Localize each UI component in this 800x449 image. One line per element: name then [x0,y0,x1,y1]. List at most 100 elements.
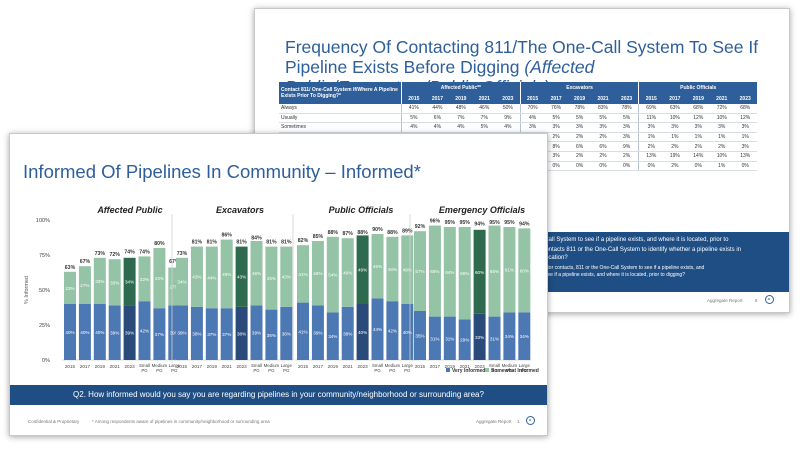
table-year-header: 2021 [710,93,734,104]
table-cell: 4% [425,122,450,133]
table-cell: 78% [614,104,639,114]
table-cell: 10% [663,113,687,124]
y-tick-label: 0% [42,358,50,364]
page-number: 1 [517,419,520,424]
bar-very-informed [176,305,188,360]
x-tick-label-2: PG [374,368,381,373]
x-tick-label-2: PG [156,368,163,373]
x-tick-label: Small [489,363,500,368]
bar-very-informed [311,305,324,360]
data-label-total: 85% [313,234,324,240]
table-row: Usually 5% 6% 7% 7% 9% 4% 5% 5% 5% 5% 11% 10% 12% 10% 1… [279,113,757,124]
table-row-label: Always [279,104,402,114]
data-label-very: 38% [192,331,201,336]
data-label-total: 94% [519,221,530,227]
company-logo-icon [765,295,774,304]
table-group-header: Excavators [519,82,639,93]
table-cell: 12% [733,113,757,124]
x-tick-label: 2019 [95,364,106,369]
table-cell: 2% [638,141,664,152]
x-tick-label: 2023 [474,364,485,369]
table-year-header: 2021 [591,93,615,104]
table-cell: 44% [425,104,450,114]
x-tick-label: Large [169,363,181,368]
table-cell: 4% [519,113,545,124]
table-cell: 7% [449,113,473,124]
bar-very-informed [235,306,248,360]
front-slide: Informed Of Pipelines In Community – Inf… [9,133,548,436]
back-page-number: 8 [755,298,758,303]
table-cell: 0% [686,161,711,172]
table-cell: 9% [614,141,639,152]
table-cell: 3% [544,122,568,133]
data-label-total: 88% [328,230,339,236]
data-label-very: 39% [177,331,186,336]
bar-very-informed [488,316,501,360]
data-label-total: 87% [343,231,354,237]
x-tick-label: 2015 [298,364,309,369]
data-label-somewhat: 43% [237,275,246,280]
bar-very-informed [78,304,91,360]
bar-somewhat-informed [138,256,151,302]
x-tick-label: Medium [502,363,518,368]
data-label-very: 37% [155,332,164,337]
y-tick-label: 25% [39,323,50,329]
table-cell: 69% [638,104,664,114]
table-cell: 3% [591,122,615,133]
data-label-very: 37% [222,332,231,337]
data-label-very: 34% [328,334,337,339]
bar-somewhat-informed [176,257,188,306]
x-tick-label-2: PG [404,368,411,373]
table-year-header: 2019 [686,93,711,104]
data-label-very: 31% [490,336,499,341]
bar-very-informed [153,308,166,360]
table-year-header: 2019 [449,93,473,104]
table-cell: 3% [686,122,711,133]
data-label-total: 73% [177,251,188,257]
bar-very-informed [250,305,263,360]
table-cell: 68% [686,104,711,114]
data-label-total: 82% [298,238,309,244]
data-label-total: 95% [445,220,456,226]
back-slide: Frequency Of Contacting 811/The One-Call… [254,8,790,313]
bar-somewhat-informed [153,248,166,309]
table-cell: 3% [638,122,664,133]
data-label-somewhat: 65% [430,269,439,274]
table-cell: 14% [686,151,711,162]
table-cell: 6% [591,141,615,152]
bar-very-informed [297,302,309,360]
bar-very-informed [93,304,106,360]
data-label-somewhat: 66% [460,271,469,276]
bar-very-informed [280,306,293,360]
data-label-somewhat: 46% [252,271,261,276]
bar-very-informed [265,309,278,360]
data-label-very: 29% [460,338,469,343]
data-label-very: 40% [403,330,412,335]
bar-very-informed [414,311,426,360]
table-year-header: 2015 [400,93,426,104]
data-label-somewhat: 57% [415,269,424,274]
data-label-total: 86% [222,233,233,239]
table-cell: 4% [400,122,426,133]
data-label-somewhat: 46% [388,267,397,272]
data-label-very: 39% [170,331,179,336]
x-tick-label: 2015 [65,364,76,369]
data-label-total: 81% [192,240,203,246]
back-note-4: contractor contacts, 811 or the One-Call… [531,265,705,271]
table-cell: 0% [638,161,664,172]
data-label-total: 96% [430,219,441,225]
bar-somewhat-informed [371,234,384,299]
data-label-somewhat: 34% [177,280,186,285]
table-cell: 7% [472,113,497,124]
data-label-total: 67% [80,259,91,265]
bar-somewhat-informed [518,228,531,313]
x-tick-label: 2023 [236,364,247,369]
table-cell: 1% [710,132,734,143]
bar-very-informed [326,312,339,360]
data-label-somewhat: 46% [373,264,382,269]
footer-confidential: Confidential & Proprietary [28,419,80,424]
panel-title-affected-public: Affected Public [97,205,163,215]
data-label-somewhat: 43% [192,275,201,280]
table-cell: 70% [519,104,545,114]
data-label-very: 41% [298,329,307,334]
